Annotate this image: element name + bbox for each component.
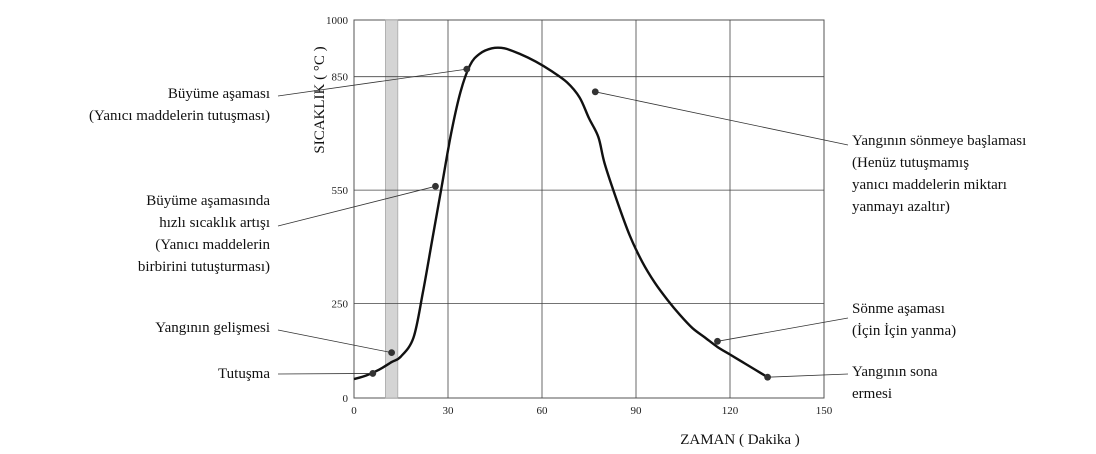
- x-axis-label: ZAMAN ( Dakika ): [680, 432, 800, 448]
- y-tick-label: 1000: [326, 15, 349, 27]
- annotation-text: Büyüme aşaması: [168, 86, 270, 102]
- leader-line: [717, 317, 849, 342]
- y-tick-labels: 0 250 550 850 1000: [326, 15, 349, 405]
- annotation-text: hızlı sıcaklık artışı: [159, 215, 270, 231]
- leader-line: [277, 373, 373, 375]
- annotation: Büyüme aşaması (Yanıcı maddelerin tutuşma…: [89, 65, 471, 124]
- y-tick-label: 250: [332, 299, 349, 311]
- x-tick-label: 60: [537, 405, 549, 417]
- annotations: Büyüme aşaması (Yanıcı maddelerin tutuşma…: [89, 65, 1026, 402]
- plot-area: [353, 19, 825, 399]
- annotation-text: Yangının sönmeye başlaması: [852, 133, 1026, 149]
- annotation: Yangının sona ermesi: [764, 364, 938, 402]
- grid-lines: [354, 20, 824, 398]
- annotation-text: yanıcı maddelerin miktarı: [852, 177, 1007, 193]
- annotation-text: birbirini tutuşturması): [138, 259, 270, 275]
- annotation: Yangının sönmeye başlaması (Henüz tutuşma…: [591, 88, 1026, 215]
- annotation: Büyüme aşamasında hızlı sıcaklık artışı (Y…: [138, 182, 439, 275]
- annotation-text: ermesi: [852, 386, 892, 402]
- annotation-text: Büyüme aşamasında: [146, 193, 270, 209]
- annotation-text: (İçin İçin yanma): [852, 323, 956, 339]
- annotation-point: [432, 182, 439, 190]
- leader-line: [595, 91, 849, 146]
- leader-line: [277, 329, 392, 354]
- y-axis-label: SICAKLIK ( °C ): [312, 46, 328, 153]
- y-tick-label: 550: [332, 185, 349, 197]
- x-tick-label: 150: [816, 405, 833, 417]
- x-tick-label: 120: [722, 405, 739, 417]
- annotation-text: Tutuşma: [218, 366, 270, 382]
- annotation-text: Yangının gelişmesi: [155, 320, 270, 336]
- annotation: Yangının gelişmesi: [155, 320, 395, 357]
- temperature-curve: [353, 46, 769, 381]
- annotation-text: Sönme aşaması: [852, 301, 945, 317]
- annotation-text: (Yanıcı maddelerin: [155, 237, 270, 253]
- annotation: Tutuşma: [218, 366, 377, 382]
- x-tick-label: 0: [351, 405, 357, 417]
- annotation-point: [764, 373, 771, 381]
- annotation: Sönme aşaması (İçin İçin yanma): [714, 301, 956, 345]
- annotation-point: [714, 337, 721, 345]
- annotation-text: (Henüz tutuşmamış: [852, 155, 969, 171]
- x-tick-labels: 0 30 60 90 120 150: [351, 405, 833, 417]
- annotation-point: [463, 65, 471, 73]
- annotation-text: Yangının sona: [852, 364, 938, 380]
- annotation-point: [591, 88, 599, 96]
- annotation-text: yanmayı azaltır): [852, 199, 950, 215]
- x-tick-label: 30: [443, 405, 455, 417]
- annotation-point: [388, 349, 395, 357]
- x-tick-label: 90: [631, 405, 643, 417]
- annotation-point: [369, 370, 377, 377]
- y-tick-label: 0: [343, 393, 349, 405]
- leader-line: [277, 185, 436, 227]
- leader-line: [767, 373, 849, 378]
- leader-line: [277, 68, 467, 97]
- annotation-text: (Yanıcı maddelerin tutuşması): [89, 108, 270, 124]
- y-tick-label: 850: [332, 72, 349, 84]
